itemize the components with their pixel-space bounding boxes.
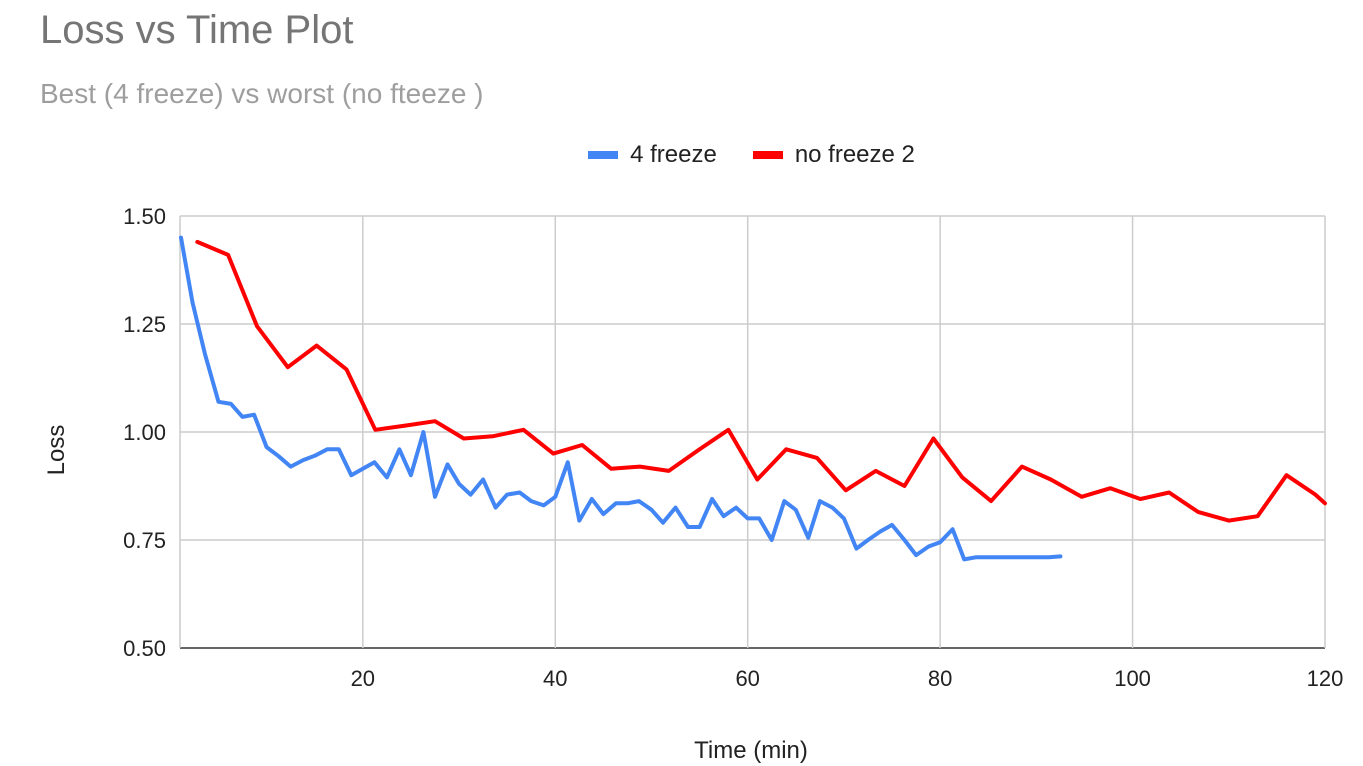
x-tick-label: 80 [928, 666, 952, 691]
x-tick-label: 120 [1307, 666, 1344, 691]
y-tick-label: 1.00 [123, 420, 166, 445]
y-tick-label: 0.50 [123, 636, 166, 661]
x-tick-labels: 20 40 60 80 100 120 [351, 666, 1344, 691]
series-line-4-freeze [179, 235, 1063, 562]
x-tick-label: 100 [1114, 666, 1151, 691]
y-tick-label: 1.25 [123, 312, 166, 337]
series-lines [179, 235, 1327, 562]
series-line-no-freeze-2 [195, 239, 1327, 523]
x-tick-label: 60 [735, 666, 759, 691]
y-tick-label: 0.75 [123, 528, 166, 553]
y-tick-labels: 0.50 0.75 1.00 1.25 1.50 [123, 204, 166, 661]
legend-swatch-4-freeze [588, 151, 619, 159]
chart-subtitle: Best (4 freeze) vs worst (no fteeze ) [40, 78, 484, 109]
y-tick-label: 1.50 [123, 204, 166, 229]
legend-item-no-freeze-2[interactable]: no freeze 2 [752, 141, 915, 169]
legend-label-no-freeze-2: no freeze 2 [794, 141, 915, 168]
y-axis-title: Loss [43, 425, 70, 476]
legend-swatch-no-freeze-2 [752, 151, 783, 159]
chart-title: Loss vs Time Plot [40, 8, 354, 52]
legend-label-4-freeze: 4 freeze [630, 141, 717, 168]
x-tick-label: 20 [351, 666, 375, 691]
x-tick-label: 40 [543, 666, 567, 691]
legend-item-4-freeze[interactable]: 4 freeze [448, 141, 717, 169]
legend: 4 freeze no freeze 2 [0, 141, 1363, 169]
grid-lines [179, 215, 1326, 649]
x-axis-title: Time (min) [694, 737, 808, 764]
